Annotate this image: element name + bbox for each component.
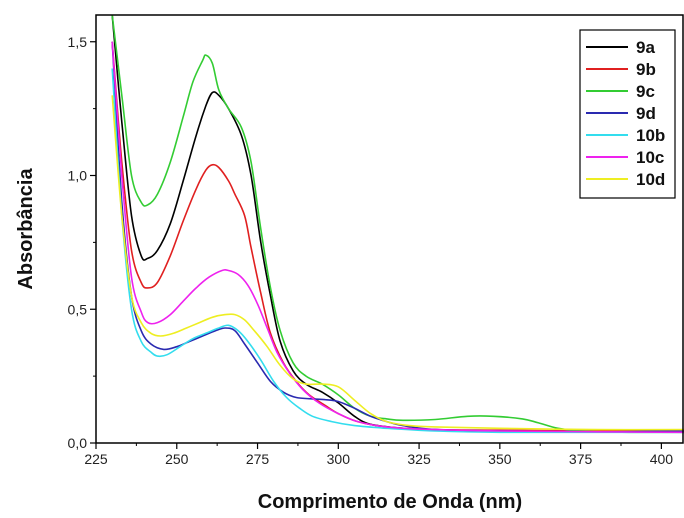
x-tick-label: 325 xyxy=(407,451,431,467)
y-tick-label: 1,5 xyxy=(68,34,88,50)
plot-lines xyxy=(111,15,684,434)
series-line-10d xyxy=(111,95,684,431)
legend-label-9a: 9a xyxy=(636,38,655,57)
y-tick-label: 1,0 xyxy=(68,168,88,184)
series-line-10b xyxy=(111,68,684,434)
legend: 9a 9b 9c 9d 10b 10c 10d xyxy=(579,29,676,199)
y-axis-ticks: 0,0 0,5 1,0 1,5 xyxy=(68,34,96,451)
x-axis-title: Comprimento de Onda (nm) xyxy=(258,491,522,513)
y-tick-label: 0,0 xyxy=(68,435,88,451)
legend-label-10d: 10d xyxy=(636,170,665,189)
y-tick-label: 0,5 xyxy=(68,301,88,317)
x-tick-label: 350 xyxy=(488,451,512,467)
legend-label-9d: 9d xyxy=(636,104,656,123)
x-tick-label: 275 xyxy=(246,451,270,467)
y-axis-title: Absorbância xyxy=(15,168,37,290)
series-line-9c xyxy=(111,15,684,434)
x-tick-label: 225 xyxy=(84,451,108,467)
legend-label-10c: 10c xyxy=(636,148,664,167)
legend-label-9b: 9b xyxy=(636,60,656,79)
legend-label-10b: 10b xyxy=(636,126,665,145)
x-tick-label: 400 xyxy=(650,451,674,467)
x-tick-label: 375 xyxy=(569,451,593,467)
x-tick-label: 250 xyxy=(165,451,189,467)
legend-label-9c: 9c xyxy=(636,82,655,101)
x-tick-label: 300 xyxy=(327,451,351,467)
series-line-10c xyxy=(111,41,684,434)
x-axis-ticks: 225 250 275 300 325 350 375 400 xyxy=(84,443,673,467)
plot-frame xyxy=(95,14,684,444)
